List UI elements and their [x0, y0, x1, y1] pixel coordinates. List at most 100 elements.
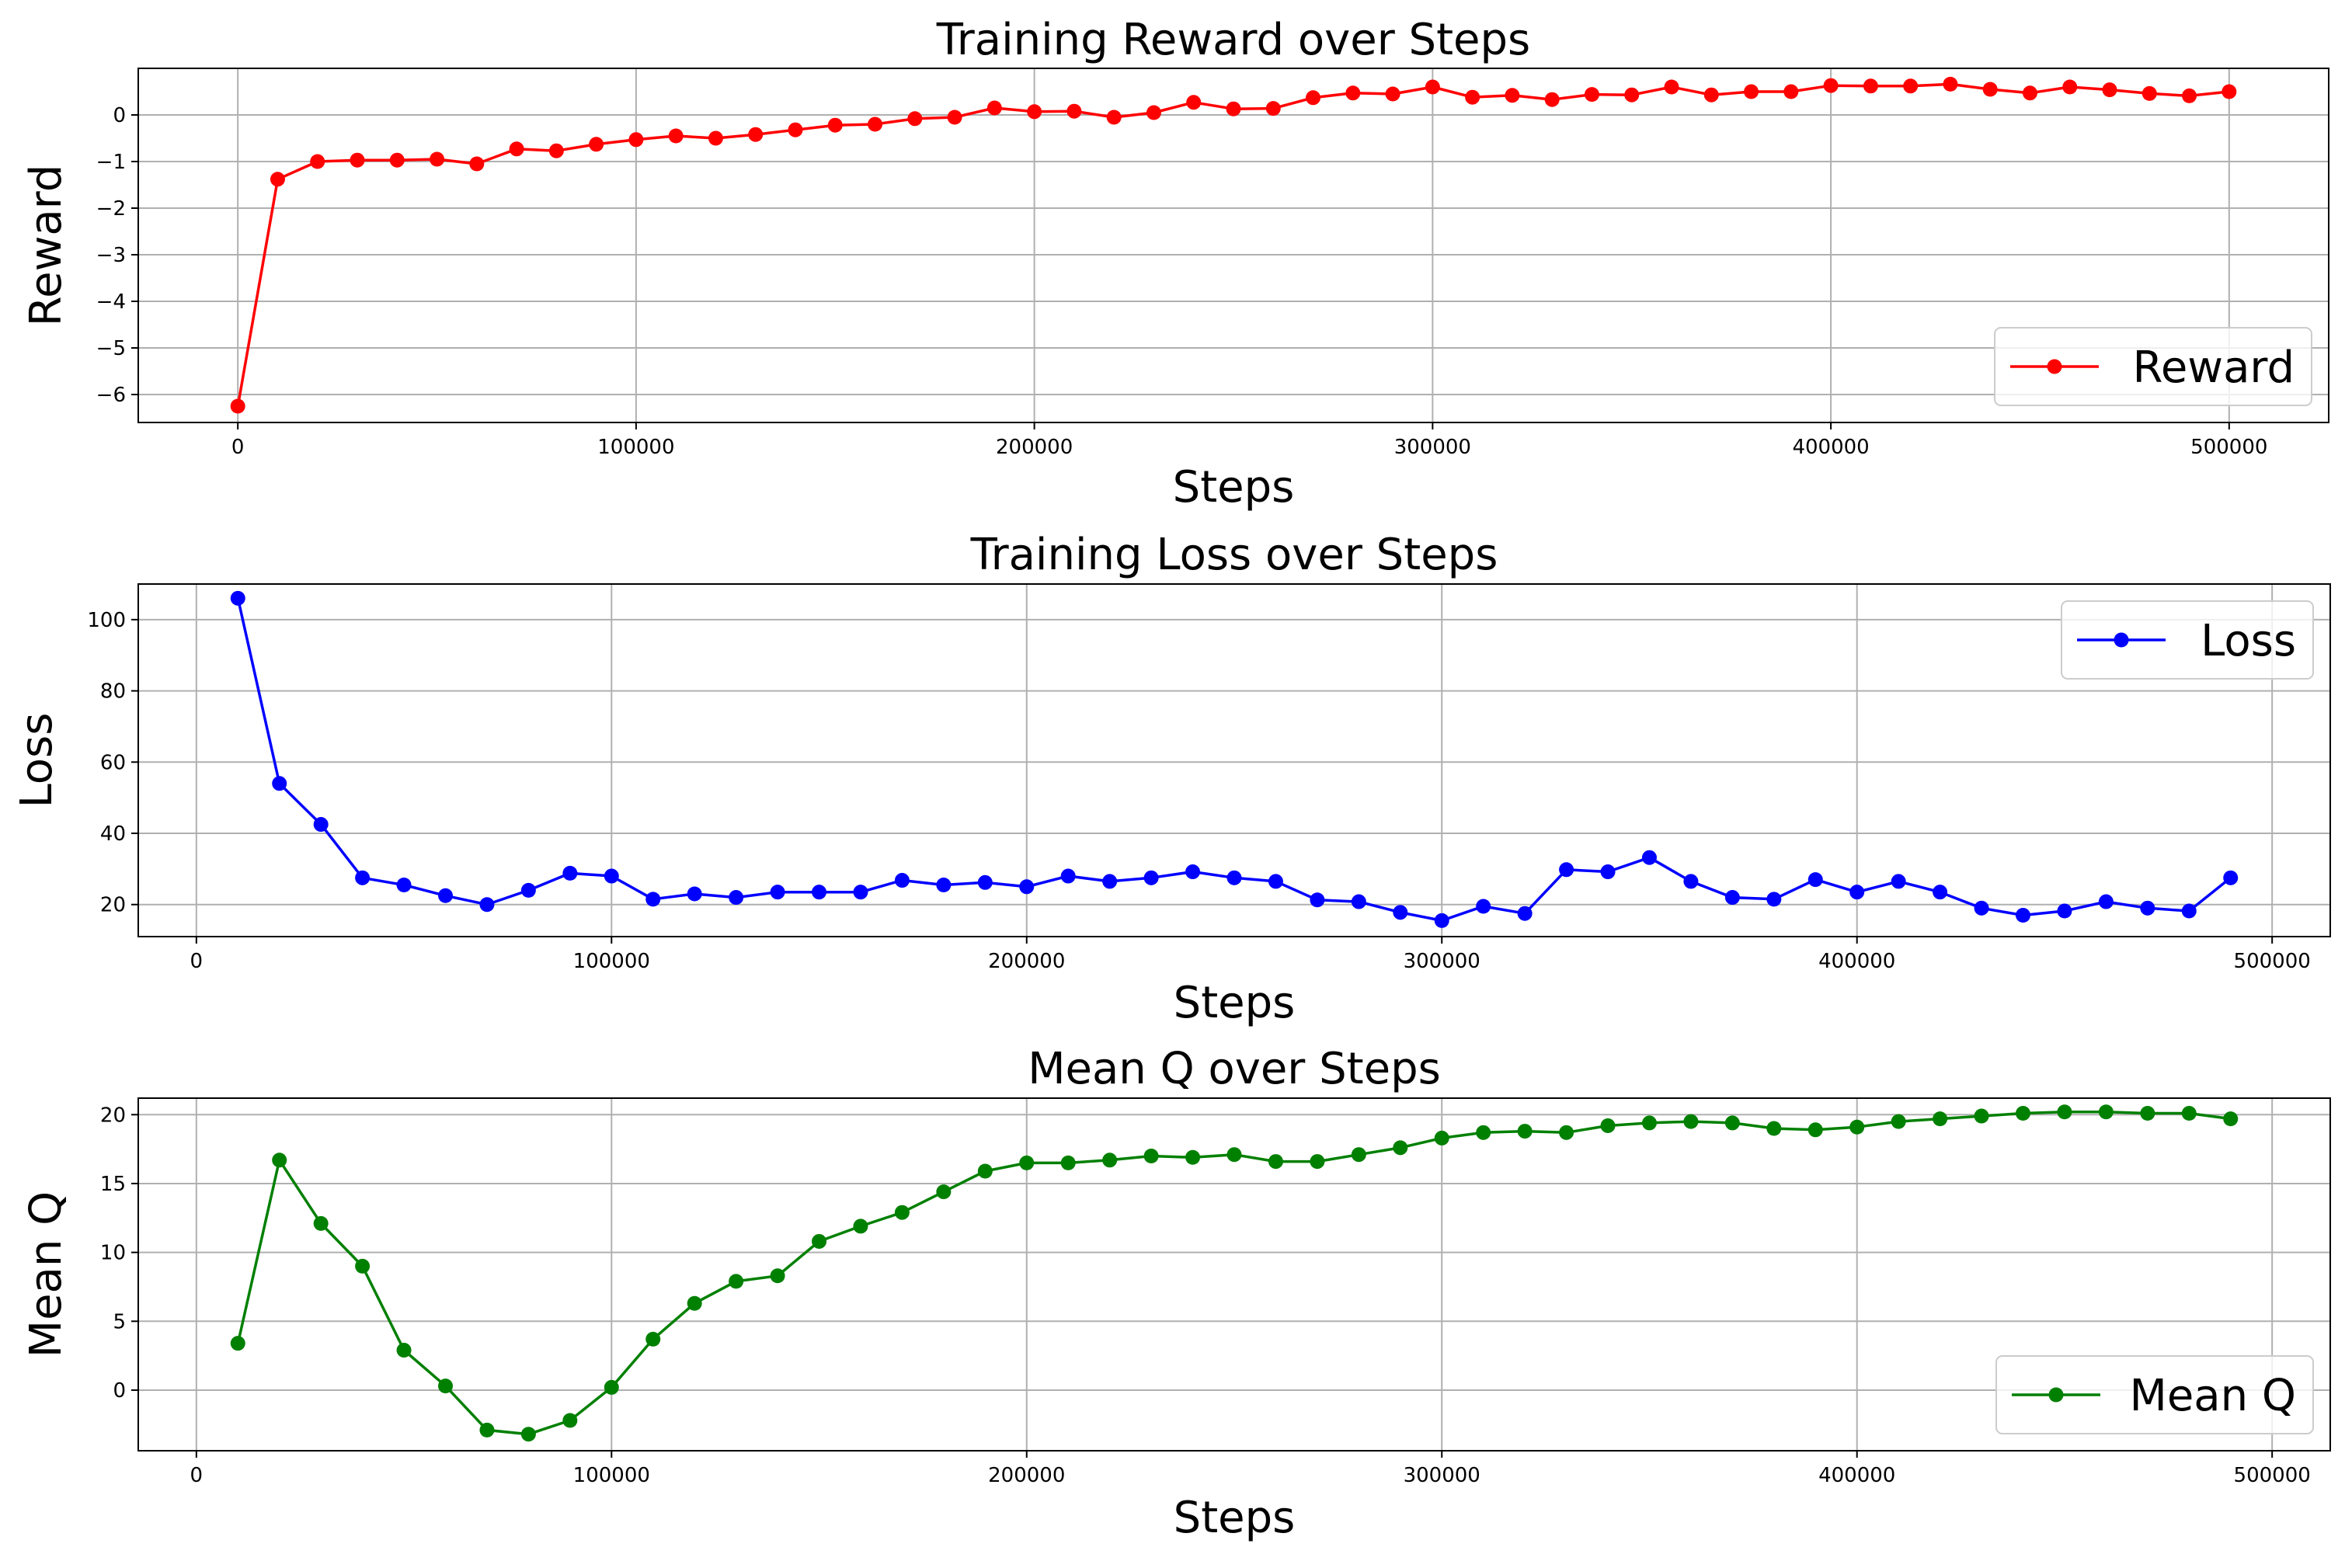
x-axis-label: Steps: [1174, 978, 1296, 1028]
data-point: [1600, 1118, 1616, 1133]
data-point: [589, 137, 604, 152]
data-point: [355, 1258, 371, 1274]
y-tick-label: −4: [96, 290, 126, 314]
legend-label: Reward: [2132, 342, 2295, 393]
data-point: [1903, 78, 1919, 94]
data-point: [1102, 874, 1118, 889]
data-point: [1933, 1111, 1948, 1127]
data-point: [1943, 76, 1958, 92]
x-tick-label: 500000: [2234, 950, 2311, 973]
data-point: [1351, 894, 1366, 909]
data-point: [2098, 1104, 2114, 1120]
data-point: [1186, 95, 1202, 110]
data-point: [1345, 85, 1361, 101]
y-tick-label: 5: [113, 1310, 126, 1333]
data-point: [1434, 913, 1449, 928]
data-point: [628, 132, 644, 148]
data-point: [1744, 84, 1759, 99]
data-point: [310, 154, 325, 169]
data-point: [1849, 885, 1865, 900]
data-point: [479, 897, 495, 913]
data-point: [438, 1379, 454, 1394]
x-axis-label: Steps: [1173, 462, 1295, 513]
y-axis-label: Loss: [12, 713, 62, 808]
legend-label: Loss: [2201, 616, 2296, 666]
data-point: [389, 152, 405, 168]
series-line-reward: [236, 82, 2229, 407]
data-point: [2181, 1106, 2197, 1121]
legend: Mean Q: [1995, 1355, 2314, 1434]
data-point: [1783, 84, 1799, 99]
data-point: [396, 878, 412, 893]
data-point: [2015, 907, 2030, 923]
data-point: [947, 110, 962, 125]
data-point: [2098, 894, 2114, 909]
data-point: [1933, 885, 1948, 900]
data-point: [1584, 87, 1599, 103]
data-point: [977, 874, 993, 890]
data-point: [1974, 1108, 1989, 1124]
data-point: [645, 1331, 661, 1347]
data-point: [270, 172, 285, 187]
data-point: [1393, 1140, 1408, 1156]
data-point: [604, 868, 619, 884]
data-point: [1066, 103, 1082, 119]
y-tick-label: −1: [96, 151, 126, 174]
data-point: [2022, 85, 2037, 101]
data-point: [1351, 1147, 1366, 1163]
data-point: [1434, 1130, 1449, 1146]
data-point: [2140, 1106, 2155, 1121]
data-point: [729, 1274, 744, 1289]
data-point: [2223, 1111, 2239, 1127]
data-point: [977, 1163, 993, 1179]
data-point: [479, 1422, 495, 1438]
data-point: [313, 817, 329, 833]
data-point: [562, 1413, 578, 1428]
data-point: [355, 870, 371, 885]
chart-panel-2: 0 100000 200000 300000 400000 500000 20 40 60 80 1…: [12, 530, 2331, 1028]
data-point: [1268, 874, 1283, 889]
x-tick-label: 300000: [1404, 1464, 1480, 1487]
data-point: [907, 111, 923, 127]
data-point: [1265, 101, 1281, 116]
data-point: [1724, 1115, 1740, 1131]
data-point: [894, 873, 910, 888]
data-point: [562, 865, 578, 881]
data-point: [2223, 870, 2239, 885]
data-point: [645, 892, 661, 907]
y-tick-label: 20: [100, 1104, 126, 1127]
data-point: [1226, 101, 1241, 116]
data-point: [1517, 1124, 1533, 1139]
plot-frame: [137, 583, 2331, 937]
plot-frame: [137, 68, 2329, 423]
y-tick-label: 10: [100, 1242, 126, 1265]
data-point: [350, 152, 365, 168]
data-point: [1425, 79, 1440, 95]
data-point: [687, 1295, 702, 1311]
data-point: [548, 143, 564, 158]
data-point: [1703, 87, 1719, 103]
data-point: [2142, 85, 2157, 101]
legend-marker-swatch: [2048, 1387, 2064, 1403]
data-point: [853, 885, 868, 900]
data-point: [1465, 89, 1480, 105]
y-tick-label: 20: [100, 894, 126, 917]
y-tick-label: 0: [113, 1379, 126, 1403]
data-point: [2140, 900, 2155, 916]
data-point: [1019, 1155, 1035, 1170]
y-tick-label: 80: [100, 680, 126, 704]
y-tick-label: −5: [96, 337, 126, 360]
x-tick-label: 100000: [573, 1464, 650, 1487]
y-tick-label: −2: [96, 197, 126, 221]
data-point: [1060, 868, 1076, 884]
x-tick-label: 400000: [1792, 436, 1869, 459]
data-point: [430, 151, 445, 167]
data-point: [1393, 905, 1408, 920]
data-point: [520, 882, 536, 898]
x-tick-label: 500000: [2190, 436, 2267, 459]
data-point: [2182, 88, 2197, 103]
x-tick-label: 0: [190, 1464, 204, 1487]
x-tick-label: 0: [231, 436, 245, 459]
data-point: [748, 127, 764, 142]
data-point: [1185, 1149, 1201, 1165]
